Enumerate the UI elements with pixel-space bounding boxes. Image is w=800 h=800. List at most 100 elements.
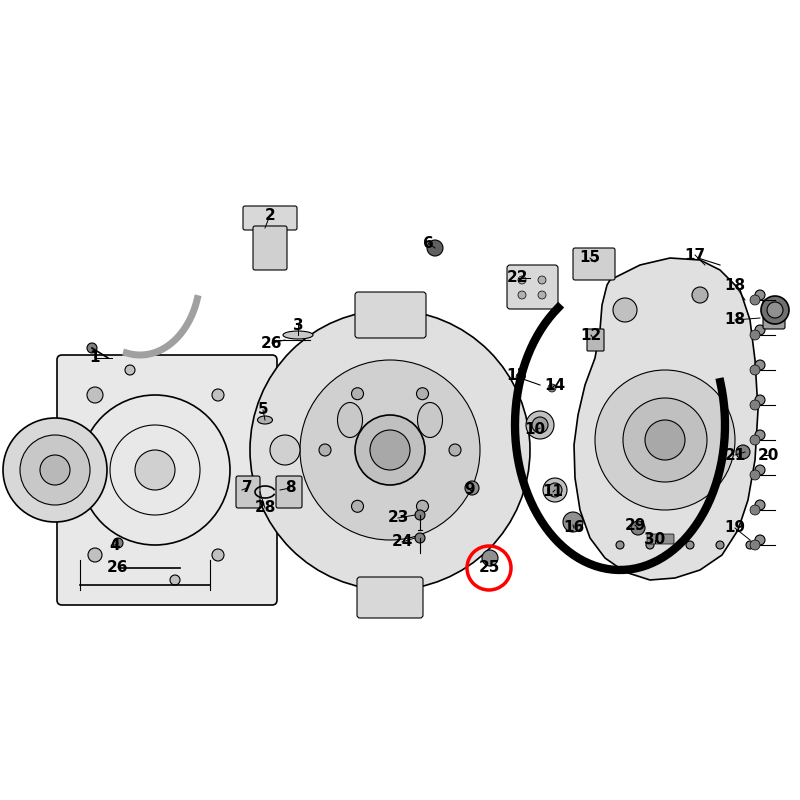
Circle shape	[270, 435, 300, 465]
Text: 10: 10	[525, 422, 546, 438]
Circle shape	[538, 291, 546, 299]
Circle shape	[113, 538, 123, 548]
Circle shape	[415, 510, 425, 520]
Circle shape	[755, 535, 765, 545]
Text: 26: 26	[107, 559, 129, 574]
Circle shape	[686, 541, 694, 549]
Circle shape	[746, 541, 754, 549]
Circle shape	[518, 291, 526, 299]
FancyBboxPatch shape	[763, 300, 785, 329]
Circle shape	[716, 541, 724, 549]
Text: 1: 1	[90, 350, 100, 366]
Text: 15: 15	[579, 250, 601, 266]
Circle shape	[750, 505, 760, 515]
Circle shape	[750, 330, 760, 340]
Circle shape	[750, 435, 760, 445]
FancyBboxPatch shape	[236, 476, 260, 508]
Ellipse shape	[258, 416, 273, 424]
Circle shape	[3, 418, 107, 522]
Text: 24: 24	[391, 534, 413, 550]
Circle shape	[750, 540, 760, 550]
Circle shape	[351, 388, 363, 400]
Text: 6: 6	[422, 235, 434, 250]
FancyBboxPatch shape	[276, 476, 302, 508]
Text: 26: 26	[262, 335, 282, 350]
Text: 30: 30	[644, 533, 666, 547]
Circle shape	[300, 360, 480, 540]
Circle shape	[40, 455, 70, 485]
Circle shape	[767, 302, 783, 318]
FancyBboxPatch shape	[57, 355, 277, 605]
Text: 28: 28	[254, 501, 276, 515]
Circle shape	[417, 388, 429, 400]
Text: 21: 21	[724, 447, 746, 462]
Circle shape	[755, 325, 765, 335]
Circle shape	[750, 295, 760, 305]
Circle shape	[250, 310, 530, 590]
Circle shape	[755, 360, 765, 370]
Circle shape	[755, 500, 765, 510]
Circle shape	[646, 541, 654, 549]
Circle shape	[692, 287, 708, 303]
Circle shape	[87, 387, 103, 403]
Circle shape	[170, 575, 180, 585]
Text: 8: 8	[285, 481, 295, 495]
Circle shape	[543, 478, 567, 502]
Circle shape	[761, 296, 789, 324]
Circle shape	[518, 276, 526, 284]
FancyBboxPatch shape	[253, 226, 287, 270]
Text: 23: 23	[387, 510, 409, 526]
Circle shape	[427, 240, 443, 256]
Text: 14: 14	[545, 378, 566, 393]
Circle shape	[750, 400, 760, 410]
Circle shape	[631, 521, 645, 535]
Circle shape	[516, 373, 524, 381]
Text: 29: 29	[624, 518, 646, 533]
Ellipse shape	[418, 402, 442, 438]
Circle shape	[755, 465, 765, 475]
Text: 19: 19	[725, 521, 746, 535]
Text: 2: 2	[265, 207, 275, 222]
Circle shape	[212, 549, 224, 561]
Text: 25: 25	[478, 561, 500, 575]
Circle shape	[750, 470, 760, 480]
FancyBboxPatch shape	[573, 248, 615, 280]
Text: 17: 17	[685, 247, 706, 262]
FancyBboxPatch shape	[587, 329, 604, 351]
Circle shape	[125, 365, 135, 375]
Circle shape	[548, 384, 556, 392]
Ellipse shape	[283, 331, 313, 339]
FancyBboxPatch shape	[647, 534, 674, 544]
Circle shape	[526, 411, 554, 439]
Circle shape	[415, 533, 425, 543]
Text: 13: 13	[506, 367, 527, 382]
Text: 5: 5	[258, 402, 268, 418]
Circle shape	[755, 290, 765, 300]
Circle shape	[351, 500, 363, 512]
Text: 20: 20	[758, 447, 778, 462]
Text: 16: 16	[563, 521, 585, 535]
Circle shape	[417, 500, 429, 512]
Circle shape	[755, 395, 765, 405]
Circle shape	[465, 481, 479, 495]
Circle shape	[755, 430, 765, 440]
FancyBboxPatch shape	[243, 206, 297, 230]
FancyBboxPatch shape	[357, 577, 423, 618]
Circle shape	[88, 548, 102, 562]
Polygon shape	[574, 258, 758, 580]
Circle shape	[87, 343, 97, 353]
Text: 3: 3	[293, 318, 303, 333]
Circle shape	[355, 415, 425, 485]
Text: 9: 9	[465, 482, 475, 498]
Circle shape	[319, 444, 331, 456]
Circle shape	[736, 445, 750, 459]
Circle shape	[616, 541, 624, 549]
Circle shape	[548, 483, 562, 497]
Text: 18: 18	[725, 278, 746, 293]
Circle shape	[595, 370, 735, 510]
Circle shape	[613, 298, 637, 322]
Circle shape	[645, 420, 685, 460]
Circle shape	[370, 430, 410, 470]
Circle shape	[135, 450, 175, 490]
Text: 11: 11	[542, 485, 563, 499]
